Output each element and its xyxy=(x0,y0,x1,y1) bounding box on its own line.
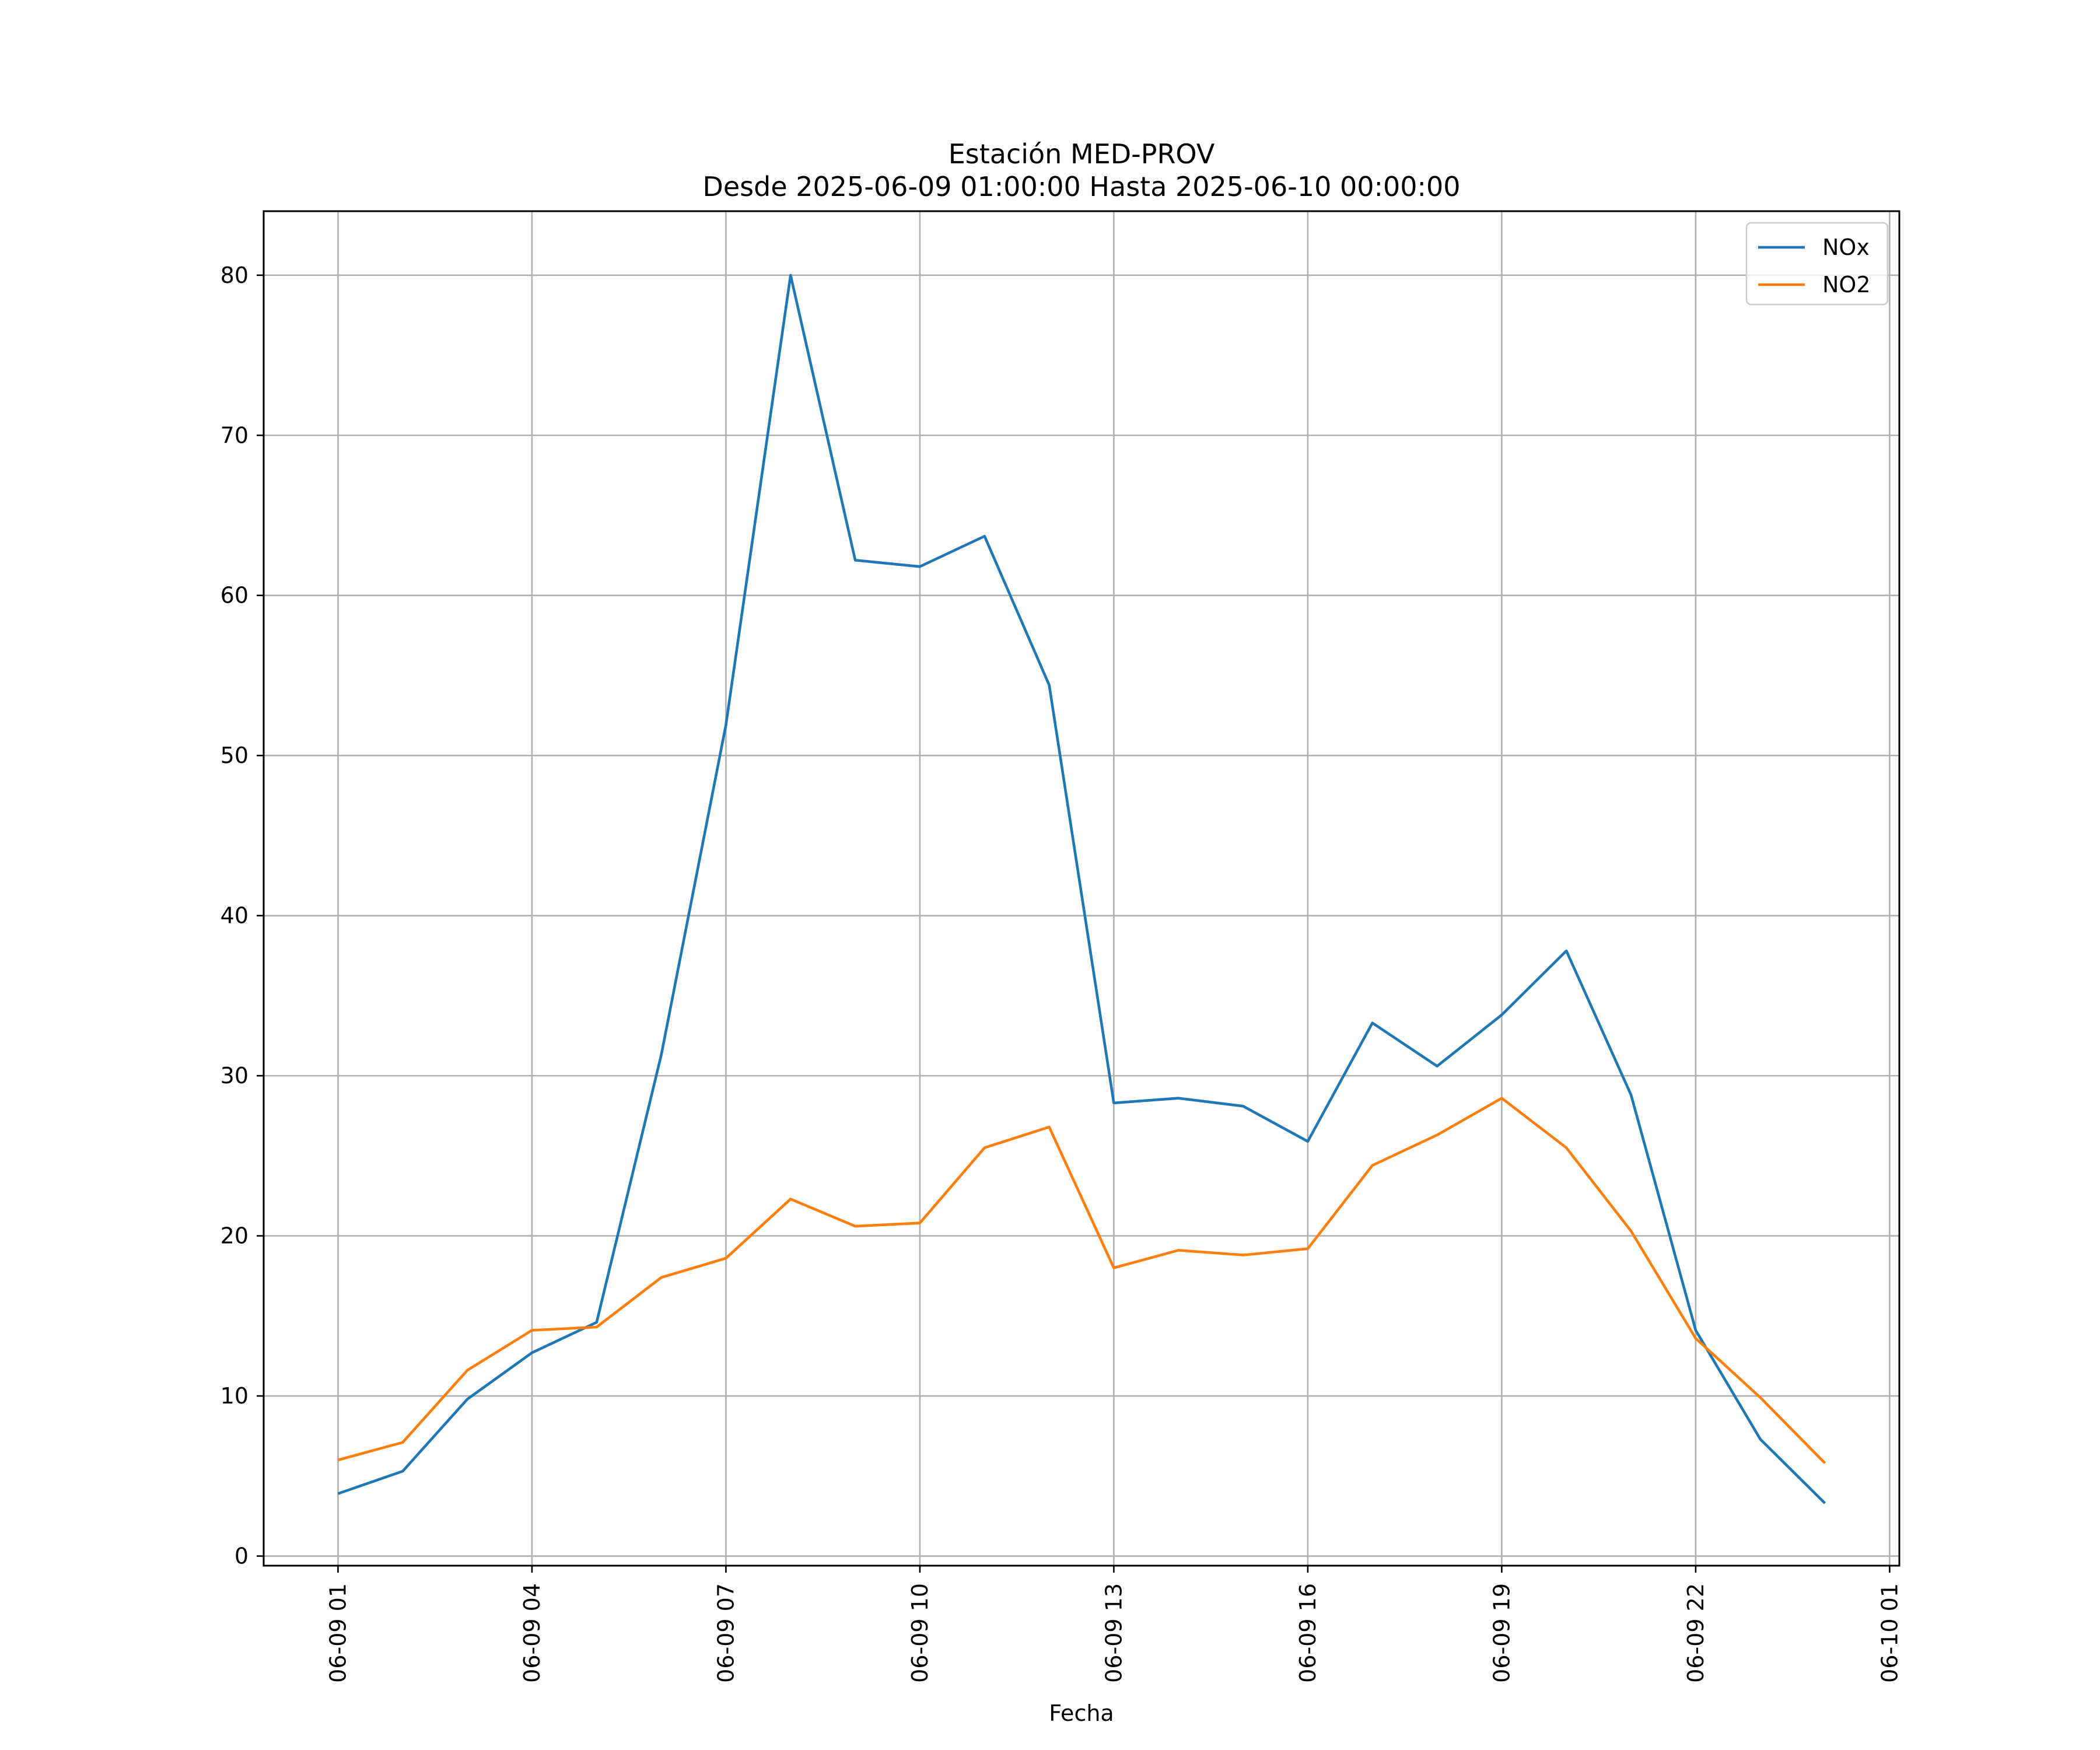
x-tick-label: 06-09 13 xyxy=(1101,1583,1126,1683)
series-line-no2 xyxy=(337,1097,1826,1464)
x-tick-label: 06-10 01 xyxy=(1877,1583,1902,1683)
x-tick-label: 06-09 16 xyxy=(1295,1583,1321,1683)
y-tick-label: 0 xyxy=(235,1544,249,1569)
x-tick-label: 06-09 22 xyxy=(1683,1583,1709,1683)
legend: NOx NO2 xyxy=(1745,222,1889,306)
legend-label: NO2 xyxy=(1822,272,1871,298)
x-tick-label: 06-09 19 xyxy=(1489,1583,1514,1683)
ticks: 0 10 20 30 40 50 60 70 80 06-09 01 06-09 04 06-09 0… xyxy=(220,262,1903,1683)
y-tick-label: 50 xyxy=(220,743,249,768)
y-tick-label: 70 xyxy=(220,422,249,448)
y-tick-label: 20 xyxy=(220,1223,249,1249)
plot-frame xyxy=(262,210,1901,1567)
x-tick-label: 06-09 01 xyxy=(325,1583,351,1683)
grid xyxy=(264,211,1899,1566)
y-tick-label: 30 xyxy=(220,1063,249,1088)
x-tick-label: 06-09 10 xyxy=(907,1583,933,1683)
y-tick-label: 10 xyxy=(220,1383,249,1409)
series-lines xyxy=(337,274,1826,1504)
y-tick-label: 80 xyxy=(220,262,249,288)
chart-title: Estación MED-PROV xyxy=(949,138,1215,170)
x-axis-label: Fecha xyxy=(1049,1700,1114,1726)
legend-label: NOx xyxy=(1822,235,1870,260)
chart-subtitle: Desde 2025-06-09 01:00:00 Hasta 2025-06-… xyxy=(702,171,1460,202)
x-tick-label: 06-09 07 xyxy=(713,1583,738,1683)
y-tick-label: 60 xyxy=(220,583,249,608)
x-tick-label: 06-09 04 xyxy=(519,1583,545,1683)
y-tick-label: 40 xyxy=(220,903,249,929)
